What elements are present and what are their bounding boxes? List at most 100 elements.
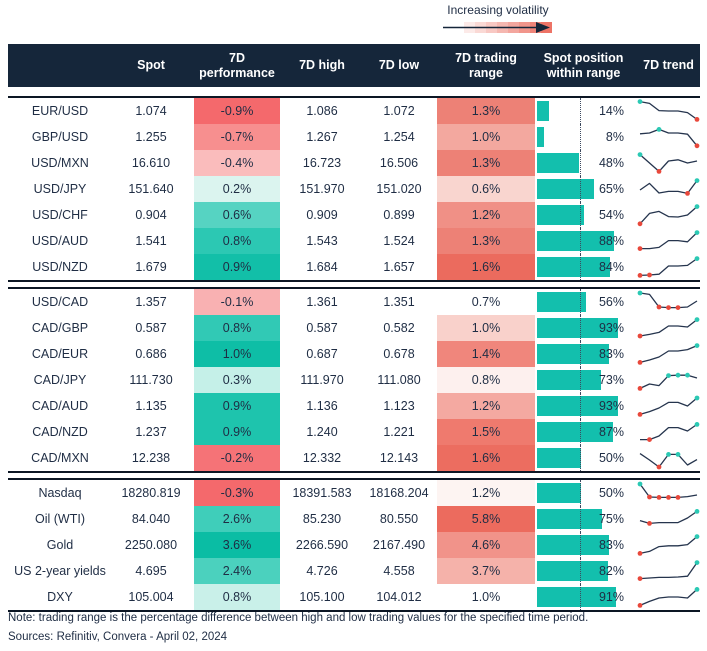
low-value: 151.020	[376, 182, 422, 196]
midpoint-dotted-gridline	[580, 254, 581, 280]
column-header-spot: Spot	[137, 58, 165, 73]
position-label: 14%	[598, 104, 624, 118]
midpoint-dotted-gridline	[580, 393, 581, 419]
position-bar	[537, 127, 544, 147]
position-label: 93%	[598, 399, 624, 413]
trend-cell	[637, 445, 700, 471]
high-value: 1.361	[306, 295, 338, 309]
high-value: 4.726	[306, 564, 338, 578]
table-row: CAD/GBP 0.587 0.8% 0.587 0.582 1.0% 93%	[8, 315, 700, 341]
row-label: CAD/GBP	[31, 321, 89, 335]
position-bar	[537, 153, 579, 173]
row-label: USD/CAD	[31, 295, 89, 309]
spot-value: 151.640	[128, 182, 174, 196]
position-label: 50%	[598, 451, 624, 465]
trend-cell	[637, 584, 700, 610]
table-group-1: EUR/USD 1.074 -0.9% 1.086 1.072 1.3% 14% GBP/US…	[8, 96, 700, 282]
row-label: USD/CHF	[32, 208, 88, 222]
position-label: 50%	[598, 486, 624, 500]
table-row: USD/CAD 1.357 -0.1% 1.361 1.351 0.7% 56%	[8, 289, 700, 315]
performance-cell: -0.7%	[194, 124, 280, 150]
spot-position-cell: 48%	[537, 150, 630, 176]
high-value: 0.587	[306, 321, 338, 335]
midpoint-dotted-gridline	[580, 367, 581, 393]
position-bar	[537, 561, 609, 581]
table-row: USD/MXN 16.610 -0.4% 16.723 16.506 1.3% 48%	[8, 150, 700, 176]
spot-position-cell: 91%	[537, 584, 630, 610]
position-label: 8%	[605, 130, 624, 144]
performance-cell: -0.1%	[194, 289, 280, 315]
high-value: 1.267	[306, 130, 338, 144]
trading-range-cell: 5.8%	[437, 506, 535, 532]
performance-cell: 0.8%	[194, 584, 280, 610]
trading-range-cell: 1.3%	[437, 98, 535, 124]
table-row: CAD/NZD 1.237 0.9% 1.240 1.221 1.5% 87%	[8, 419, 700, 445]
trading-range-cell: 1.6%	[437, 445, 535, 471]
high-value: 0.687	[306, 347, 338, 361]
high-value: 1.136	[306, 399, 338, 413]
row-label: CAD/JPY	[33, 373, 87, 387]
table-row: DXY 105.004 0.8% 105.100 104.012 1.0% 91%	[8, 584, 700, 610]
spot-value: 105.004	[128, 590, 174, 604]
trading-range-cell: 1.5%	[437, 419, 535, 445]
trend-cell	[637, 254, 700, 280]
spot-value: 0.904	[135, 208, 167, 222]
performance-cell: 2.6%	[194, 506, 280, 532]
midpoint-dotted-gridline	[580, 202, 581, 228]
low-value: 1.123	[383, 399, 415, 413]
midpoint-dotted-gridline	[580, 315, 581, 341]
performance-cell: 2.4%	[194, 558, 280, 584]
performance-cell: 0.9%	[194, 254, 280, 280]
spot-position-cell: 87%	[537, 419, 630, 445]
midpoint-dotted-gridline	[580, 480, 581, 506]
table-group-3: Nasdaq 18280.819 -0.3% 18391.583 18168.204 1.…	[8, 478, 700, 612]
row-label: CAD/EUR	[31, 347, 89, 361]
trading-range-cell: 3.7%	[437, 558, 535, 584]
low-value: 1.351	[383, 295, 415, 309]
high-value: 151.970	[299, 182, 345, 196]
low-value: 16.506	[379, 156, 419, 170]
position-bar	[537, 179, 594, 199]
table-row: CAD/JPY 111.730 0.3% 111.970 111.080 0.8% 73%	[8, 367, 700, 393]
trading-range-cell: 1.3%	[437, 228, 535, 254]
position-label: 65%	[598, 182, 624, 196]
trend-cell	[637, 341, 700, 367]
spot-value: 1.679	[135, 260, 167, 274]
midpoint-dotted-gridline	[580, 150, 581, 176]
position-bar	[537, 344, 610, 364]
spot-position-cell: 83%	[537, 341, 630, 367]
trend-sparkline-icon	[637, 587, 700, 608]
table-row: Gold 2250.080 3.6% 2266.590 2167.490 4.6% 83%	[8, 532, 700, 558]
trading-range-cell: 1.2%	[437, 480, 535, 506]
performance-cell: 0.8%	[194, 228, 280, 254]
column-header-7d-trend: 7D trend	[643, 58, 694, 73]
position-bar	[537, 205, 584, 225]
performance-cell: -0.4%	[194, 150, 280, 176]
trend-sparkline-icon	[639, 509, 700, 526]
trend-sparkline-icon	[637, 317, 700, 339]
trend-sparkline-icon	[639, 178, 700, 196]
spot-position-cell: 93%	[537, 393, 630, 419]
low-value: 1.524	[383, 234, 415, 248]
volatility-legend: Increasing volatility	[438, 3, 558, 34]
trend-sparkline-icon	[637, 395, 700, 417]
trading-range-cell: 1.0%	[437, 315, 535, 341]
trading-range-cell: 1.4%	[437, 341, 535, 367]
position-bar	[537, 396, 618, 416]
trend-cell	[637, 480, 700, 506]
column-header-7d-trading-range: 7D trading range	[455, 50, 517, 80]
spot-value: 1.074	[135, 104, 167, 118]
sources-text: Sources: Refinitiv, Convera - April 02, …	[8, 631, 228, 643]
spot-value: 1.541	[135, 234, 167, 248]
high-value: 12.332	[302, 451, 342, 465]
performance-cell: -0.3%	[194, 480, 280, 506]
trend-sparkline-icon	[637, 230, 700, 251]
low-value: 12.143	[379, 451, 419, 465]
trend-cell	[637, 176, 700, 202]
spot-value: 1.255	[135, 130, 167, 144]
trend-cell	[637, 367, 700, 393]
position-label: 87%	[598, 425, 624, 439]
position-label: 54%	[598, 208, 624, 222]
spot-value: 2250.080	[124, 538, 178, 552]
